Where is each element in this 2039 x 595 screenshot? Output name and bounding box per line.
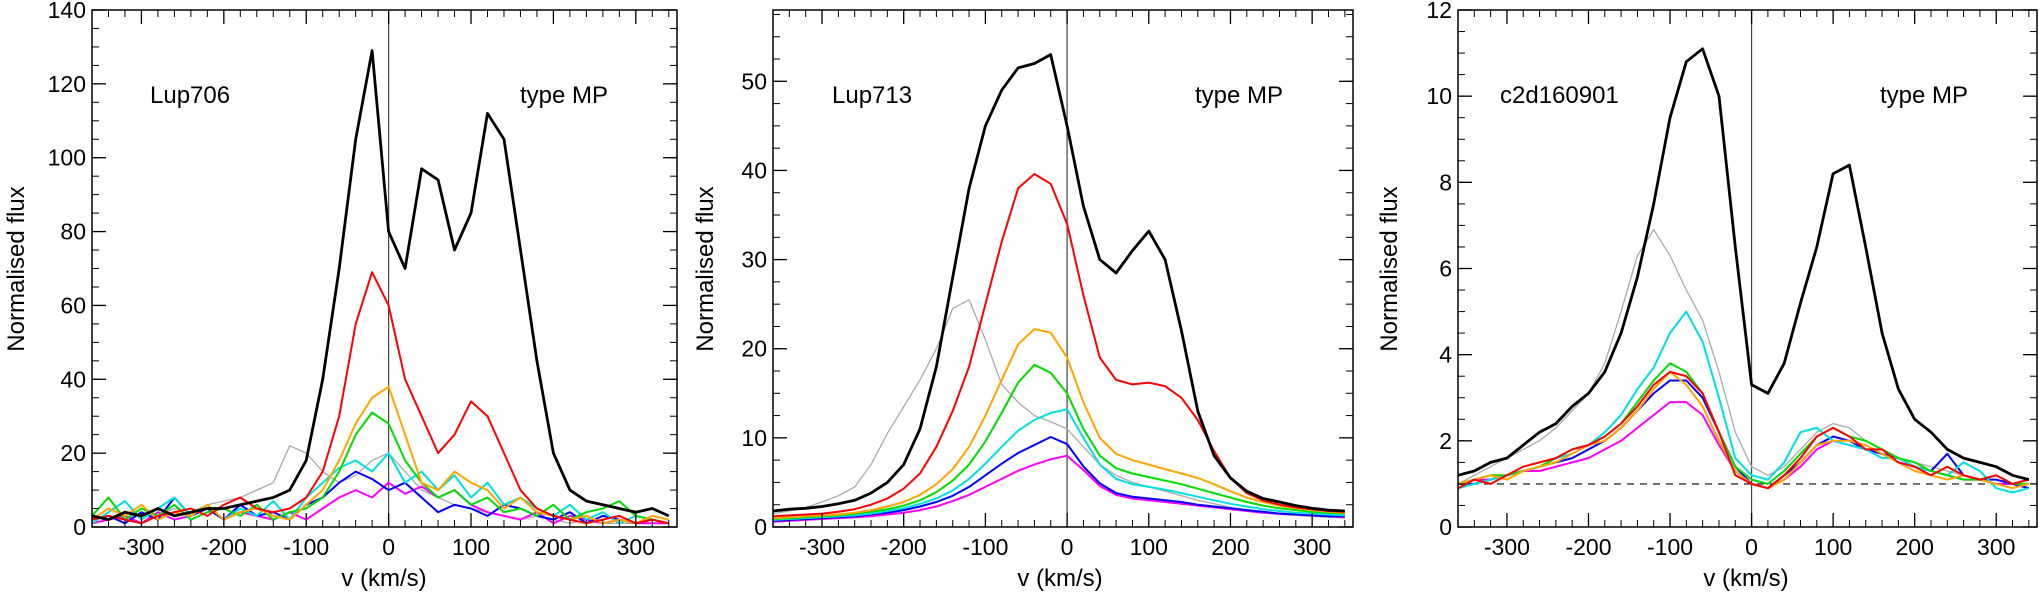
series-orange bbox=[91, 385, 670, 525]
x-tick-label: 0 bbox=[382, 534, 395, 560]
x-axis-label: v (km/s) bbox=[341, 565, 426, 592]
series-red bbox=[772, 173, 1345, 518]
x-tick-label: 300 bbox=[1293, 534, 1331, 560]
x-tick-label: 300 bbox=[617, 534, 655, 560]
y-tick-label: 30 bbox=[741, 247, 767, 273]
series-grey bbox=[772, 299, 1345, 519]
y-tick-label: 0 bbox=[1439, 514, 1452, 540]
y-tick-label: 100 bbox=[48, 145, 86, 171]
y-tick-label: 12 bbox=[1426, 0, 1452, 23]
y-tick-label: 60 bbox=[60, 292, 86, 318]
y-axis-label: Normalised flux bbox=[692, 186, 719, 351]
series-red bbox=[1457, 370, 2030, 490]
y-tick-label: 80 bbox=[60, 219, 86, 245]
profile-type-label: type MP bbox=[1195, 82, 1283, 109]
panel-label: Lup706 bbox=[150, 82, 230, 109]
y-tick-label: 2 bbox=[1439, 428, 1452, 454]
series-black bbox=[1457, 47, 2030, 481]
x-tick-label: -100 bbox=[962, 534, 1008, 560]
x-tick-label: 100 bbox=[1130, 534, 1168, 560]
x-tick-label: 0 bbox=[1061, 534, 1074, 560]
series-black bbox=[91, 49, 670, 521]
y-tick-label: 40 bbox=[60, 366, 86, 392]
y-tick-label: 0 bbox=[73, 514, 86, 540]
y-tick-label: 50 bbox=[741, 68, 767, 94]
series-orange bbox=[772, 328, 1345, 520]
x-tick-label: 200 bbox=[1895, 534, 1933, 560]
series-red bbox=[91, 271, 670, 525]
y-axis-label: Normalised flux bbox=[3, 186, 30, 351]
x-tick-label: -100 bbox=[283, 534, 329, 560]
x-tick-label: 100 bbox=[452, 534, 490, 560]
y-tick-label: 20 bbox=[741, 336, 767, 362]
y-tick-label: 8 bbox=[1439, 169, 1452, 195]
y-tick-label: 0 bbox=[754, 514, 767, 540]
series-green bbox=[772, 363, 1345, 520]
y-tick-label: 4 bbox=[1439, 342, 1452, 368]
y-tick-label: 6 bbox=[1439, 256, 1452, 282]
x-tick-label: -300 bbox=[799, 534, 845, 560]
y-axis-label: Normalised flux bbox=[1376, 186, 1403, 351]
x-tick-label: -300 bbox=[1484, 534, 1530, 560]
x-tick-label: 200 bbox=[1211, 534, 1249, 560]
x-tick-label: -100 bbox=[1647, 534, 1693, 560]
x-tick-label: 0 bbox=[1745, 534, 1758, 560]
x-tick-label: 100 bbox=[1814, 534, 1852, 560]
y-tick-label: 20 bbox=[60, 440, 86, 466]
series-cyan bbox=[772, 408, 1345, 521]
x-tick-label: -300 bbox=[118, 534, 164, 560]
y-tick-label: 40 bbox=[741, 157, 767, 183]
x-axis-label: v (km/s) bbox=[1017, 565, 1102, 592]
x-tick-label: -200 bbox=[1565, 534, 1611, 560]
x-tick-label: -200 bbox=[881, 534, 927, 560]
x-tick-label: 200 bbox=[534, 534, 572, 560]
panel-lup713: Lup713 type MP v (km/s) Normalised flux … bbox=[692, 9, 1354, 592]
series-orange bbox=[1457, 370, 2030, 490]
profile-type-label: type MP bbox=[1880, 82, 1968, 109]
y-tick-label: 120 bbox=[48, 71, 86, 97]
panel-label: Lup713 bbox=[832, 82, 912, 109]
x-tick-label: 300 bbox=[1977, 534, 2015, 560]
plot-frame bbox=[772, 9, 1354, 528]
panel-label: c2d160901 bbox=[1500, 82, 1619, 109]
panel-lup706: Lup706 type MP v (km/s) Normalised flux … bbox=[3, 0, 678, 592]
y-tick-label: 10 bbox=[1426, 83, 1452, 109]
x-axis-label: v (km/s) bbox=[1703, 565, 1788, 592]
panel-c2d160901: c2d160901 type MP v (km/s) Normalised fl… bbox=[1376, 0, 2038, 592]
y-tick-label: 140 bbox=[48, 0, 86, 23]
series-black bbox=[772, 53, 1345, 513]
series-green bbox=[91, 411, 670, 525]
x-tick-label: -200 bbox=[201, 534, 247, 560]
y-tick-label: 10 bbox=[741, 425, 767, 451]
profile-type-label: type MP bbox=[520, 82, 608, 109]
